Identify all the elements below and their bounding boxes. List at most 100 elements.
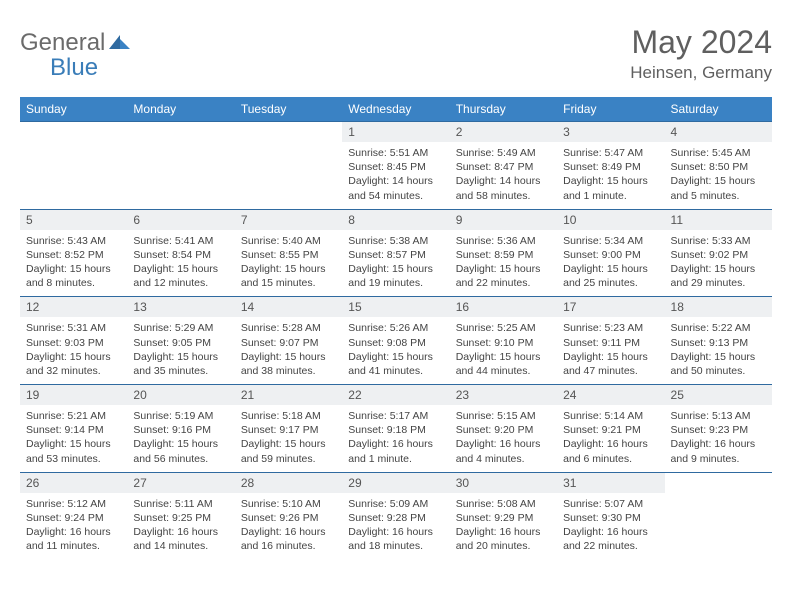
calendar-day-cell: 22Sunrise: 5:17 AMSunset: 9:18 PMDayligh… bbox=[342, 385, 449, 473]
calendar-day-cell: 16Sunrise: 5:25 AMSunset: 9:10 PMDayligh… bbox=[450, 297, 557, 385]
title-block: May 2024 Heinsen, Germany bbox=[630, 24, 772, 83]
calendar-day-cell: 2Sunrise: 5:49 AMSunset: 8:47 PMDaylight… bbox=[450, 122, 557, 210]
calendar-day-cell: 5Sunrise: 5:43 AMSunset: 8:52 PMDaylight… bbox=[20, 209, 127, 297]
day-number: 13 bbox=[127, 297, 234, 317]
day-info: Sunrise: 5:18 AMSunset: 9:17 PMDaylight:… bbox=[235, 405, 342, 472]
calendar-day-cell: 14Sunrise: 5:28 AMSunset: 9:07 PMDayligh… bbox=[235, 297, 342, 385]
day-number: 18 bbox=[665, 297, 772, 317]
day-info: Sunrise: 5:31 AMSunset: 9:03 PMDaylight:… bbox=[20, 317, 127, 384]
day-info: Sunrise: 5:41 AMSunset: 8:54 PMDaylight:… bbox=[127, 230, 234, 297]
day-info: Sunrise: 5:36 AMSunset: 8:59 PMDaylight:… bbox=[450, 230, 557, 297]
calendar-day-cell: 23Sunrise: 5:15 AMSunset: 9:20 PMDayligh… bbox=[450, 385, 557, 473]
logo: GeneralBlue bbox=[20, 24, 131, 80]
day-number: 11 bbox=[665, 210, 772, 230]
calendar-day-cell: 25Sunrise: 5:13 AMSunset: 9:23 PMDayligh… bbox=[665, 385, 772, 473]
day-number: 6 bbox=[127, 210, 234, 230]
day-info: Sunrise: 5:23 AMSunset: 9:11 PMDaylight:… bbox=[557, 317, 664, 384]
day-number: 23 bbox=[450, 385, 557, 405]
logo-mark-icon bbox=[109, 29, 131, 56]
day-info: Sunrise: 5:26 AMSunset: 9:08 PMDaylight:… bbox=[342, 317, 449, 384]
day-info: Sunrise: 5:51 AMSunset: 8:45 PMDaylight:… bbox=[342, 142, 449, 209]
day-info: Sunrise: 5:08 AMSunset: 9:29 PMDaylight:… bbox=[450, 493, 557, 560]
calendar-body: ......1Sunrise: 5:51 AMSunset: 8:45 PMDa… bbox=[20, 122, 772, 560]
calendar-day-cell: .. bbox=[20, 122, 127, 210]
day-number: 15 bbox=[342, 297, 449, 317]
day-number: 19 bbox=[20, 385, 127, 405]
day-info: Sunrise: 5:38 AMSunset: 8:57 PMDaylight:… bbox=[342, 230, 449, 297]
day-info: Sunrise: 5:10 AMSunset: 9:26 PMDaylight:… bbox=[235, 493, 342, 560]
day-header: Monday bbox=[127, 97, 234, 122]
day-info: Sunrise: 5:29 AMSunset: 9:05 PMDaylight:… bbox=[127, 317, 234, 384]
day-number: 17 bbox=[557, 297, 664, 317]
day-header: Sunday bbox=[20, 97, 127, 122]
calendar-day-cell: 4Sunrise: 5:45 AMSunset: 8:50 PMDaylight… bbox=[665, 122, 772, 210]
calendar-day-cell: 20Sunrise: 5:19 AMSunset: 9:16 PMDayligh… bbox=[127, 385, 234, 473]
day-header: Friday bbox=[557, 97, 664, 122]
calendar-day-cell: 15Sunrise: 5:26 AMSunset: 9:08 PMDayligh… bbox=[342, 297, 449, 385]
day-number: 1 bbox=[342, 122, 449, 142]
day-number: 2 bbox=[450, 122, 557, 142]
calendar-day-cell: 31Sunrise: 5:07 AMSunset: 9:30 PMDayligh… bbox=[557, 472, 664, 559]
day-number: 20 bbox=[127, 385, 234, 405]
calendar-day-cell: 29Sunrise: 5:09 AMSunset: 9:28 PMDayligh… bbox=[342, 472, 449, 559]
calendar-day-cell: 1Sunrise: 5:51 AMSunset: 8:45 PMDaylight… bbox=[342, 122, 449, 210]
day-number: 12 bbox=[20, 297, 127, 317]
day-number: 28 bbox=[235, 473, 342, 493]
calendar-week-row: 5Sunrise: 5:43 AMSunset: 8:52 PMDaylight… bbox=[20, 209, 772, 297]
day-number: 24 bbox=[557, 385, 664, 405]
calendar-table: SundayMondayTuesdayWednesdayThursdayFrid… bbox=[20, 97, 772, 559]
calendar-week-row: 12Sunrise: 5:31 AMSunset: 9:03 PMDayligh… bbox=[20, 297, 772, 385]
month-title: May 2024 bbox=[630, 24, 772, 61]
calendar-day-cell: 19Sunrise: 5:21 AMSunset: 9:14 PMDayligh… bbox=[20, 385, 127, 473]
day-info: Sunrise: 5:45 AMSunset: 8:50 PMDaylight:… bbox=[665, 142, 772, 209]
calendar-day-cell: 3Sunrise: 5:47 AMSunset: 8:49 PMDaylight… bbox=[557, 122, 664, 210]
days-of-week-row: SundayMondayTuesdayWednesdayThursdayFrid… bbox=[20, 97, 772, 122]
day-number: 30 bbox=[450, 473, 557, 493]
day-info: Sunrise: 5:15 AMSunset: 9:20 PMDaylight:… bbox=[450, 405, 557, 472]
day-number: 7 bbox=[235, 210, 342, 230]
calendar-day-cell: 13Sunrise: 5:29 AMSunset: 9:05 PMDayligh… bbox=[127, 297, 234, 385]
day-info: Sunrise: 5:13 AMSunset: 9:23 PMDaylight:… bbox=[665, 405, 772, 472]
calendar-day-cell: 28Sunrise: 5:10 AMSunset: 9:26 PMDayligh… bbox=[235, 472, 342, 559]
day-info: Sunrise: 5:47 AMSunset: 8:49 PMDaylight:… bbox=[557, 142, 664, 209]
day-number: 29 bbox=[342, 473, 449, 493]
calendar-day-cell: .. bbox=[127, 122, 234, 210]
day-info: Sunrise: 5:17 AMSunset: 9:18 PMDaylight:… bbox=[342, 405, 449, 472]
calendar-day-cell: 17Sunrise: 5:23 AMSunset: 9:11 PMDayligh… bbox=[557, 297, 664, 385]
day-info: Sunrise: 5:22 AMSunset: 9:13 PMDaylight:… bbox=[665, 317, 772, 384]
calendar-week-row: 26Sunrise: 5:12 AMSunset: 9:24 PMDayligh… bbox=[20, 472, 772, 559]
calendar-day-cell: 12Sunrise: 5:31 AMSunset: 9:03 PMDayligh… bbox=[20, 297, 127, 385]
calendar-day-cell: .. bbox=[665, 472, 772, 559]
header: GeneralBlue May 2024 Heinsen, Germany bbox=[20, 24, 772, 83]
calendar-day-cell: .. bbox=[235, 122, 342, 210]
day-info: Sunrise: 5:14 AMSunset: 9:21 PMDaylight:… bbox=[557, 405, 664, 472]
day-header: Saturday bbox=[665, 97, 772, 122]
day-number: 27 bbox=[127, 473, 234, 493]
calendar-day-cell: 6Sunrise: 5:41 AMSunset: 8:54 PMDaylight… bbox=[127, 209, 234, 297]
day-info: Sunrise: 5:21 AMSunset: 9:14 PMDaylight:… bbox=[20, 405, 127, 472]
day-info: Sunrise: 5:19 AMSunset: 9:16 PMDaylight:… bbox=[127, 405, 234, 472]
day-number: 31 bbox=[557, 473, 664, 493]
day-info: Sunrise: 5:49 AMSunset: 8:47 PMDaylight:… bbox=[450, 142, 557, 209]
day-number: 10 bbox=[557, 210, 664, 230]
day-info: Sunrise: 5:09 AMSunset: 9:28 PMDaylight:… bbox=[342, 493, 449, 560]
day-info: Sunrise: 5:43 AMSunset: 8:52 PMDaylight:… bbox=[20, 230, 127, 297]
day-info: Sunrise: 5:34 AMSunset: 9:00 PMDaylight:… bbox=[557, 230, 664, 297]
calendar-day-cell: 10Sunrise: 5:34 AMSunset: 9:00 PMDayligh… bbox=[557, 209, 664, 297]
calendar-day-cell: 7Sunrise: 5:40 AMSunset: 8:55 PMDaylight… bbox=[235, 209, 342, 297]
day-info: Sunrise: 5:12 AMSunset: 9:24 PMDaylight:… bbox=[20, 493, 127, 560]
day-number: 16 bbox=[450, 297, 557, 317]
day-number: 21 bbox=[235, 385, 342, 405]
day-info: Sunrise: 5:28 AMSunset: 9:07 PMDaylight:… bbox=[235, 317, 342, 384]
day-number: 9 bbox=[450, 210, 557, 230]
calendar-week-row: 19Sunrise: 5:21 AMSunset: 9:14 PMDayligh… bbox=[20, 385, 772, 473]
day-number: 22 bbox=[342, 385, 449, 405]
day-info: Sunrise: 5:11 AMSunset: 9:25 PMDaylight:… bbox=[127, 493, 234, 560]
calendar-day-cell: 30Sunrise: 5:08 AMSunset: 9:29 PMDayligh… bbox=[450, 472, 557, 559]
day-number: 26 bbox=[20, 473, 127, 493]
logo-text-blue: Blue bbox=[22, 54, 98, 81]
day-info: Sunrise: 5:07 AMSunset: 9:30 PMDaylight:… bbox=[557, 493, 664, 560]
calendar-day-cell: 24Sunrise: 5:14 AMSunset: 9:21 PMDayligh… bbox=[557, 385, 664, 473]
day-info: Sunrise: 5:25 AMSunset: 9:10 PMDaylight:… bbox=[450, 317, 557, 384]
day-header: Tuesday bbox=[235, 97, 342, 122]
